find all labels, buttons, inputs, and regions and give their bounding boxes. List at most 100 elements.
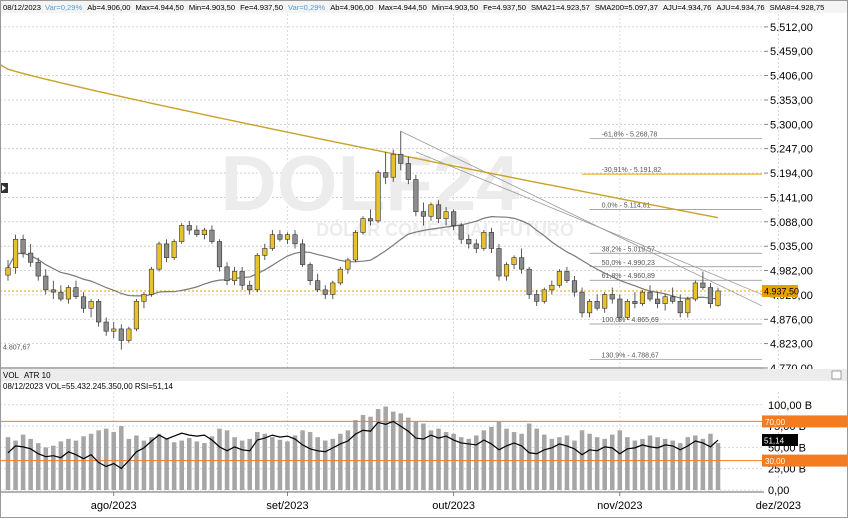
volume-bar[interactable] — [572, 440, 577, 490]
volume-bar[interactable] — [88, 433, 94, 490]
candle[interactable] — [617, 294, 623, 323]
candle[interactable] — [141, 292, 147, 309]
volume-bar[interactable] — [549, 438, 555, 490]
volume-bar[interactable] — [141, 440, 147, 490]
candle[interactable] — [330, 280, 336, 300]
volume-bar[interactable] — [353, 420, 358, 490]
candle[interactable] — [556, 269, 562, 288]
tab-atr[interactable]: ATR 10 — [24, 371, 51, 380]
candle[interactable] — [632, 292, 638, 309]
candle[interactable] — [88, 299, 94, 318]
volume-bar[interactable] — [171, 442, 177, 490]
volume-bar[interactable] — [557, 437, 562, 490]
candle[interactable] — [451, 209, 457, 231]
candle[interactable] — [269, 230, 275, 251]
volume-bar[interactable] — [602, 438, 607, 490]
volume-bar[interactable] — [149, 437, 154, 490]
volume-bar[interactable] — [20, 434, 26, 490]
candle[interactable] — [73, 280, 79, 300]
candle[interactable] — [375, 170, 381, 224]
volume-bar[interactable] — [670, 440, 675, 490]
candle[interactable] — [496, 243, 502, 281]
volume-bar[interactable] — [277, 439, 283, 490]
candle[interactable] — [262, 243, 268, 260]
volume-bar[interactable] — [451, 433, 456, 490]
volume-bar[interactable] — [368, 416, 373, 490]
candle[interactable] — [126, 326, 132, 343]
volume-bar[interactable] — [66, 438, 71, 490]
candle[interactable] — [692, 280, 698, 302]
volume-bar[interactable] — [625, 437, 630, 490]
volume-bar[interactable] — [458, 437, 464, 490]
candles[interactable] — [5, 131, 721, 350]
candle[interactable] — [360, 216, 366, 235]
volume-bar[interactable] — [685, 437, 691, 490]
volume-bar[interactable] — [632, 440, 638, 490]
candle[interactable] — [549, 280, 555, 295]
candle[interactable] — [111, 322, 117, 339]
candle[interactable] — [367, 209, 374, 226]
candle[interactable] — [171, 239, 177, 260]
volume-bar[interactable] — [73, 440, 79, 490]
volume-bar[interactable] — [58, 441, 64, 490]
volume-bar[interactable] — [5, 437, 11, 490]
candle[interactable] — [534, 289, 540, 306]
candle[interactable] — [133, 299, 139, 332]
volume-bar[interactable] — [640, 438, 645, 490]
candle[interactable] — [194, 225, 200, 237]
candle[interactable] — [216, 239, 223, 272]
volume-bar[interactable] — [489, 426, 494, 490]
candle[interactable] — [488, 227, 494, 254]
candle[interactable] — [337, 266, 343, 286]
volume-bar[interactable] — [285, 441, 290, 490]
volume-bar[interactable] — [43, 447, 49, 490]
volume-bar[interactable] — [421, 423, 426, 490]
candle[interactable] — [284, 232, 291, 244]
candle[interactable] — [715, 287, 721, 307]
candle[interactable] — [28, 243, 34, 267]
candle[interactable] — [239, 266, 245, 290]
price-panel[interactable]: DOLF24 DÓLAR COMERCIAL FUTURO -61,8% - 5… — [0, 14, 813, 375]
candle[interactable] — [655, 292, 661, 309]
maximize-icon[interactable] — [831, 370, 842, 380]
candle[interactable] — [420, 202, 426, 226]
candle[interactable] — [277, 230, 283, 242]
volume-bar[interactable] — [360, 415, 366, 490]
candle[interactable] — [201, 227, 207, 240]
candle[interactable] — [405, 156, 411, 185]
candle[interactable] — [458, 223, 464, 244]
candle[interactable] — [322, 285, 328, 300]
candle[interactable] — [80, 292, 87, 313]
volume-bar[interactable] — [383, 406, 388, 490]
fibonacci-levels[interactable]: -61,8% - 5.268,78 -30,91% - 5.191,82 0,0% … — [582, 132, 762, 360]
volume-bar[interactable] — [194, 441, 200, 490]
volume-bar[interactable] — [179, 440, 184, 490]
trendline-lower[interactable] — [415, 151, 763, 295]
volume-bar[interactable] — [390, 411, 396, 490]
volume-bar[interactable] — [239, 440, 245, 490]
volume-bar[interactable] — [217, 428, 222, 490]
candle[interactable] — [300, 239, 306, 267]
volume-bar[interactable] — [338, 433, 343, 490]
volume-bar[interactable] — [322, 440, 328, 490]
candle[interactable] — [58, 285, 64, 302]
candle[interactable] — [511, 255, 517, 270]
candle[interactable] — [579, 287, 585, 318]
volume-bar[interactable] — [315, 437, 320, 490]
candle[interactable] — [390, 149, 396, 182]
candle[interactable] — [670, 287, 676, 304]
candle[interactable] — [209, 225, 215, 244]
candle[interactable] — [473, 239, 479, 254]
candle[interactable] — [526, 266, 532, 300]
candle[interactable] — [148, 266, 155, 297]
candle[interactable] — [156, 241, 162, 272]
volume-bar[interactable] — [292, 435, 298, 490]
volume-bar[interactable] — [655, 437, 660, 490]
trendline-upper[interactable] — [400, 130, 763, 307]
candle[interactable] — [677, 294, 683, 318]
candle[interactable] — [519, 248, 525, 274]
volume-bar[interactable] — [662, 438, 668, 490]
volume-bar[interactable] — [28, 438, 33, 490]
volume-bar[interactable] — [474, 435, 479, 490]
